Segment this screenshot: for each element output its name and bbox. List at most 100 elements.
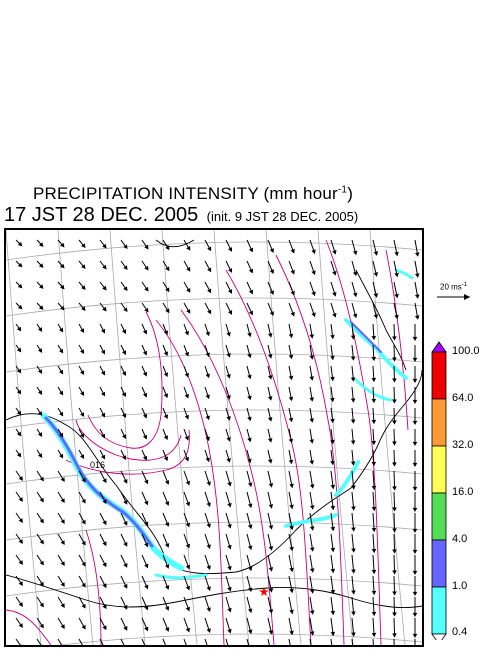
wind-vector-head <box>268 525 274 530</box>
wind-vector-head <box>121 371 127 377</box>
wind-vector-head <box>309 397 314 402</box>
wind-vector-head <box>269 290 274 295</box>
wind-vector-head <box>247 524 253 530</box>
wind-vector-head <box>269 248 274 253</box>
wind-vector-head <box>39 560 44 566</box>
wind-vector <box>393 638 395 645</box>
legend-bin <box>431 539 447 588</box>
valid-time: 17 JST 28 DEC. 2005 (init. 9 JST 28 DEC.… <box>4 204 358 227</box>
wind-vector-head <box>227 481 232 487</box>
wind-vector <box>351 638 354 645</box>
wind-vector-head <box>186 287 191 293</box>
wind-vector-head <box>226 416 231 421</box>
wind-vector-head <box>123 583 128 589</box>
wind-vector-head <box>412 633 418 639</box>
wind-vector-head <box>18 476 23 481</box>
wind-vector-head <box>248 310 254 316</box>
wind-vector-head <box>206 565 211 571</box>
wind-vector-head <box>392 378 397 383</box>
wind-vector-head <box>288 438 294 444</box>
wind-vector-head <box>101 412 106 418</box>
wind-vector-head <box>81 561 86 567</box>
wind-vector-head <box>267 333 273 338</box>
wind-vector-head <box>350 335 356 340</box>
wind-vector-head <box>142 371 148 377</box>
wind-vector-head <box>163 330 169 336</box>
wind-vector-head <box>268 504 274 509</box>
wind-vector-head <box>247 416 252 422</box>
wind-vector-head <box>392 462 397 467</box>
wind-vector-head <box>102 243 107 249</box>
wind-vector-head <box>123 478 128 484</box>
wind-vector-head <box>309 460 314 465</box>
wind-vector-head <box>205 352 210 358</box>
wind-vector-head <box>332 291 337 297</box>
wind-vector-head <box>289 588 294 594</box>
wind-vector <box>309 638 312 645</box>
wind-vector-head <box>185 627 191 633</box>
wind-vector-head <box>373 251 379 256</box>
wind-vector-head <box>289 609 294 615</box>
wind-vector-head <box>60 498 65 504</box>
wind-vector-head <box>330 547 336 553</box>
wind-vector-head <box>412 570 418 576</box>
wind-vector-head <box>123 499 128 505</box>
wind-vector-head <box>59 453 64 459</box>
wind-vector-head <box>60 263 65 269</box>
wind-vector-head <box>17 241 23 247</box>
wind-vector-head <box>80 328 85 333</box>
wind-vector-head <box>247 458 252 464</box>
wind-vector-head <box>247 374 252 380</box>
wind-vector-head <box>352 271 358 277</box>
wind-vector-head <box>371 485 377 491</box>
legend-label: 64.0 <box>452 392 474 404</box>
wind-vector-head <box>80 349 85 354</box>
wind-vector-head <box>247 503 253 509</box>
wind-vector-head <box>123 307 128 313</box>
wind-vector-head <box>288 333 294 339</box>
wind-vector-head <box>121 413 127 419</box>
wind-vector-head <box>142 392 148 398</box>
wind-vector <box>57 638 63 645</box>
wind-vector-head <box>37 411 43 416</box>
wind-vector-head <box>102 499 107 505</box>
wind-vector-head <box>412 549 418 555</box>
wind-vector-head <box>163 414 169 420</box>
wind-vector-head <box>205 457 210 463</box>
wind-vector-head <box>309 589 315 594</box>
wind-vector-head <box>163 351 169 357</box>
wind-vector-head <box>102 478 107 484</box>
color-legend: 100.0 64.0 32.0 16.0 4.0 1.0 0.4 <box>430 340 500 645</box>
init-time-label: (init. 9 JST 28 DEC. 2005) <box>206 209 359 224</box>
wind-vector-head <box>81 603 86 609</box>
wind-vector-head <box>247 545 253 551</box>
wind-vector-head <box>102 306 107 312</box>
wind-vector-head <box>123 520 128 526</box>
wind-vector-head <box>309 484 315 489</box>
wind-vector-head <box>289 504 294 510</box>
wind-vector-head <box>309 376 314 381</box>
wind-vector-head <box>144 626 149 632</box>
wind-vector-head <box>309 610 315 615</box>
wind-vector-head <box>267 459 273 464</box>
wind-vector-head <box>37 327 43 332</box>
wind-vector-head <box>351 527 356 532</box>
wind-vector-head <box>373 293 379 298</box>
wind-vector-head <box>351 611 356 616</box>
coastline <box>6 239 422 608</box>
wind-vector-head <box>206 586 211 592</box>
wind-vector-head <box>414 273 420 278</box>
wind-vector-head <box>268 609 274 614</box>
wind-vector-head <box>80 391 85 396</box>
wind-vector-head <box>59 411 64 417</box>
wind-vector-head <box>227 628 232 634</box>
wind-vector-head <box>414 315 420 320</box>
wind-vector-head <box>121 392 127 398</box>
wind-vector-head <box>412 441 418 447</box>
wind-vector-head <box>81 498 86 504</box>
wind-vector-head <box>247 332 252 338</box>
legend-label: 1.0 <box>452 580 468 592</box>
wind-vector-head <box>288 459 294 465</box>
wind-vector-head <box>394 314 399 320</box>
wind-vector-head <box>206 502 211 508</box>
